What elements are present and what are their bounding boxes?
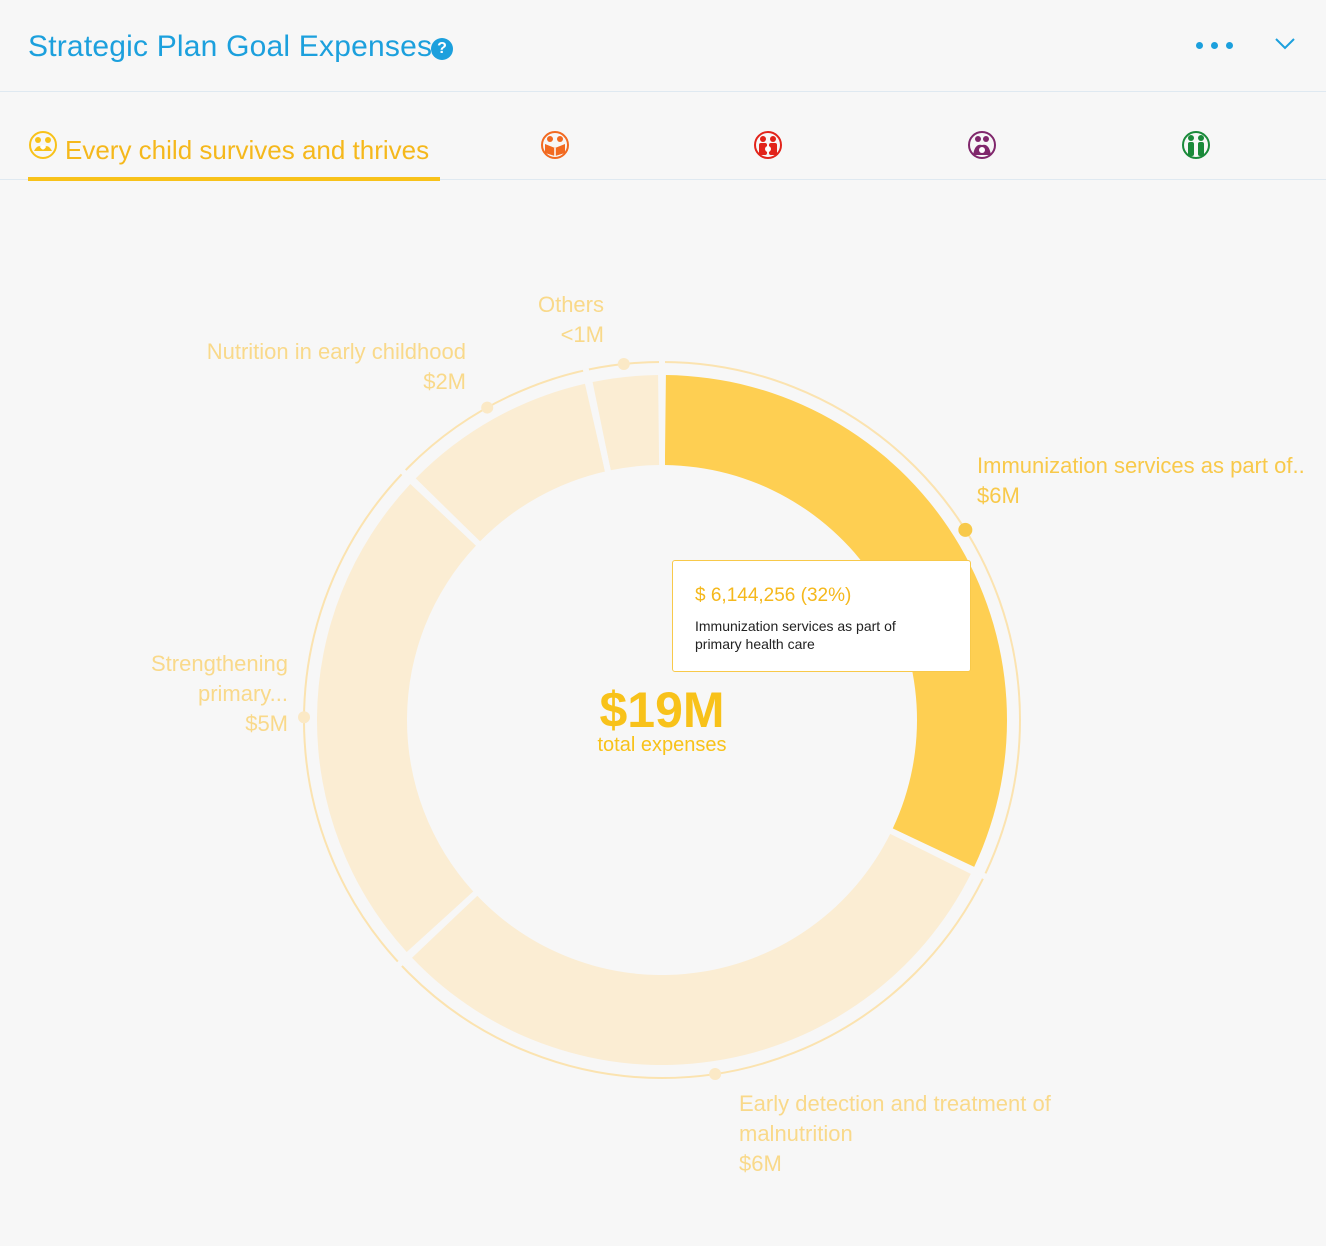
tab-child-survives[interactable]: Every child survives and thrives bbox=[28, 93, 440, 181]
slice-primary-health[interactable] bbox=[316, 484, 476, 953]
donut-svg bbox=[298, 356, 1021, 1081]
slice-label-name: Others bbox=[537, 292, 604, 317]
slice-label-name: Early detection and treatment of malnutr… bbox=[739, 1091, 1051, 1146]
tab-child-learns[interactable] bbox=[540, 93, 570, 179]
active-tab-indicator bbox=[28, 177, 440, 181]
total-expenses-caption: total expenses bbox=[597, 734, 727, 756]
slice-label-value: $6M bbox=[977, 483, 1020, 508]
slice-label-primary-health[interactable]: Strengthening primary... $5M bbox=[88, 649, 288, 739]
tooltip-description: Immunization services as part of primary… bbox=[695, 618, 896, 652]
tab-child-protected[interactable] bbox=[753, 93, 783, 179]
slice-marker-dot bbox=[481, 401, 494, 414]
ellipsis-icon[interactable] bbox=[1194, 36, 1236, 56]
slice-label-value: $2M bbox=[423, 369, 466, 394]
slice-marker-dot bbox=[617, 358, 630, 371]
slice-marker-dot bbox=[709, 1068, 722, 1081]
slice-label-name: Immunization services as part of.. bbox=[977, 453, 1305, 478]
tab-child-fair-chance[interactable] bbox=[1181, 93, 1211, 179]
slice-separator bbox=[581, 363, 612, 476]
widget-title: Strategic Plan Goal Expenses bbox=[28, 30, 433, 63]
question-circle-icon[interactable]: ? bbox=[431, 38, 453, 60]
slice-separator bbox=[393, 888, 481, 971]
slice-label-malnutrition[interactable]: Early detection and treatment of malnutr… bbox=[739, 1089, 1089, 1179]
slice-separator bbox=[397, 465, 483, 549]
tooltip-value: $ 6,144,256 (32%) bbox=[695, 585, 852, 606]
donut-chart: Immunization services as part of.. $6M E… bbox=[0, 180, 1326, 1246]
slice-others[interactable] bbox=[592, 375, 660, 471]
slice-immunization[interactable] bbox=[664, 375, 1008, 867]
widget-header: Strategic Plan Goal Expenses ? bbox=[0, 0, 1326, 92]
chevron-down-icon[interactable] bbox=[1272, 32, 1298, 54]
slice-marker-dot bbox=[958, 522, 973, 537]
slice-nutrition[interactable] bbox=[415, 383, 606, 542]
child-learns-goal-icon bbox=[541, 131, 569, 159]
slice-label-value: $6M bbox=[739, 1151, 782, 1176]
slice-label-value: <1M bbox=[560, 322, 604, 347]
child-protected-goal-icon bbox=[754, 131, 782, 159]
child-safe-environment-goal-icon bbox=[968, 131, 996, 159]
slice-label-value: $5M bbox=[245, 711, 288, 736]
tab-child-safe-environment[interactable] bbox=[967, 93, 997, 179]
slice-separator bbox=[886, 826, 991, 882]
total-expenses-value: $19M bbox=[599, 682, 725, 738]
slice-label-nutrition[interactable]: Nutrition in early childhood $2M bbox=[166, 337, 466, 397]
slice-label-name: Nutrition in early childhood bbox=[206, 339, 466, 364]
slice-malnutrition[interactable] bbox=[412, 833, 971, 1065]
slice-label-immunization[interactable]: Immunization services as part of.. $6M bbox=[977, 451, 1305, 511]
slice-label-others[interactable]: Others <1M bbox=[484, 290, 604, 350]
tab-label: Every child survives and thrives bbox=[65, 135, 430, 165]
child-fair-chance-goal-icon bbox=[1182, 131, 1210, 159]
slice-tooltip: $ 6,144,256 (32%) Immunization services … bbox=[672, 560, 971, 672]
slice-label-name: Strengthening primary... bbox=[151, 651, 288, 706]
goal-tabs: Every child survives and thrives bbox=[0, 93, 1326, 181]
child-survives-goal-icon bbox=[29, 131, 57, 159]
slice-marker-dot bbox=[298, 711, 311, 724]
